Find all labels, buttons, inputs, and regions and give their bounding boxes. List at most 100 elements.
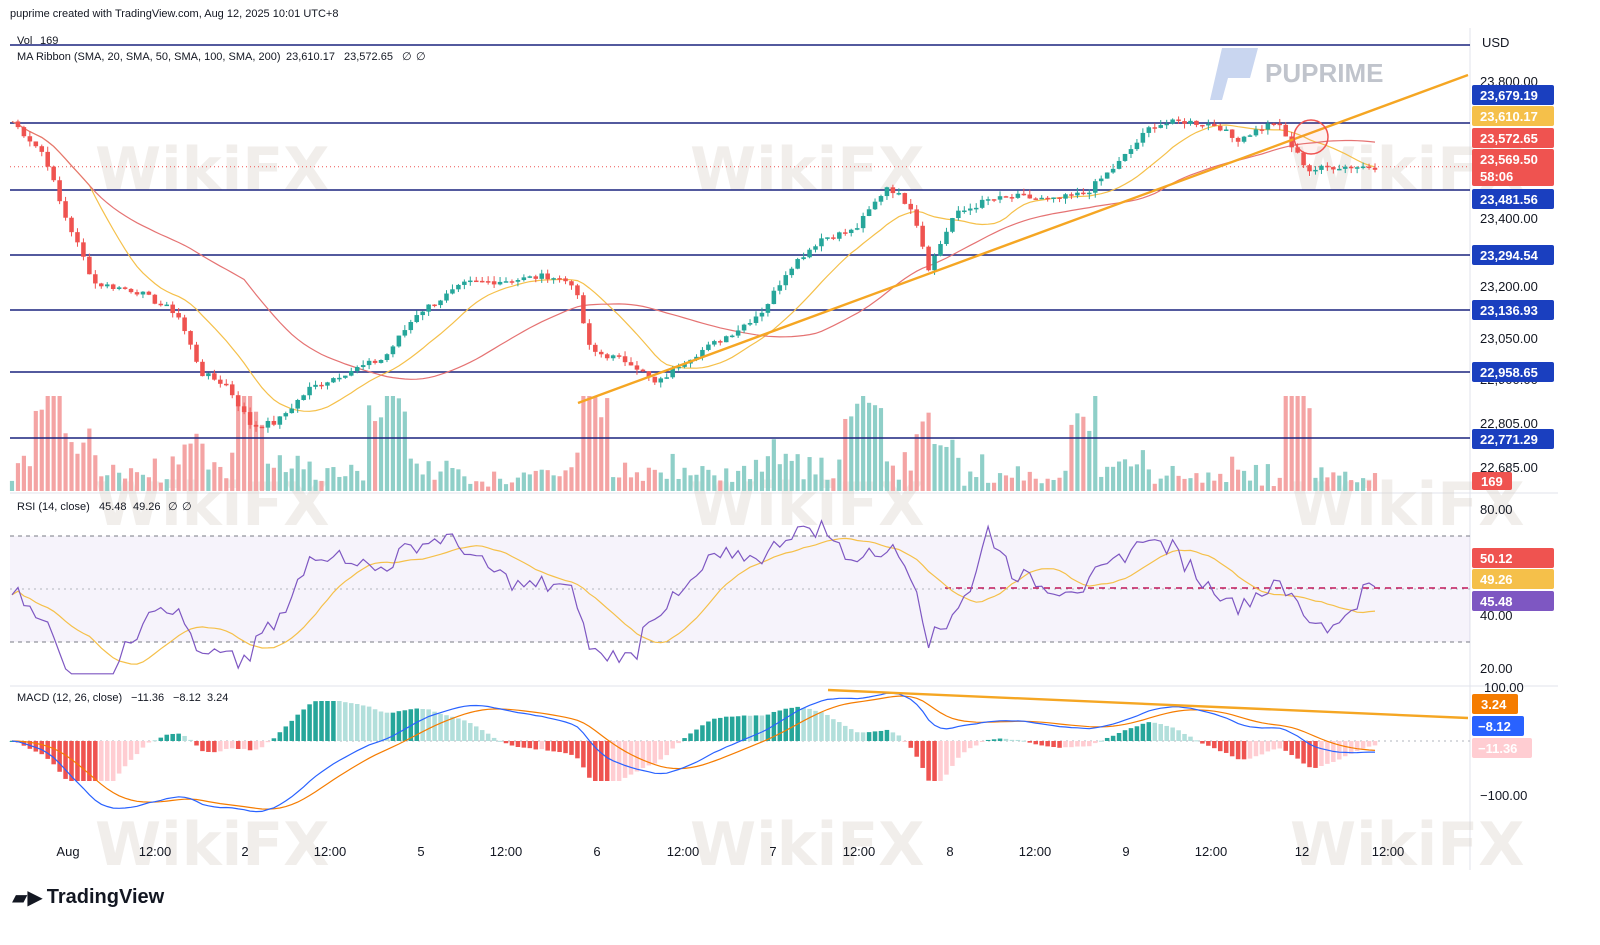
level-badge-bg	[1472, 189, 1554, 209]
candle	[93, 270, 98, 289]
candle-body	[1331, 167, 1336, 170]
volume-bar	[1003, 475, 1009, 491]
candle-body	[218, 379, 223, 384]
macd-histogram-bar	[200, 741, 205, 752]
candle	[1366, 163, 1372, 170]
macd-histogram-bar	[908, 741, 914, 748]
macd-tick: −100.00	[1480, 788, 1527, 803]
volume-bar	[1230, 456, 1235, 491]
volume-bar	[1116, 461, 1122, 491]
macd-histogram-bar	[295, 714, 300, 741]
candle	[718, 339, 723, 346]
volume-bar	[718, 480, 723, 491]
macd-histogram-bar	[539, 741, 544, 750]
volume-badge-bg	[1472, 472, 1512, 490]
macd-histogram-bar	[1235, 741, 1241, 760]
macd-histogram-bar	[473, 726, 479, 741]
candle-body	[569, 281, 574, 286]
candle-body	[878, 196, 884, 202]
volume-bar	[712, 475, 717, 491]
candle-body	[354, 367, 360, 372]
volume-bar	[218, 466, 223, 491]
volume-bar	[605, 398, 610, 491]
candle-body	[938, 244, 943, 256]
candle	[408, 319, 414, 334]
candle-body	[1003, 196, 1009, 198]
macd-signal-badge-bg	[1472, 716, 1524, 736]
candle-body	[509, 281, 515, 283]
level-badge-text: 23,294.54	[1480, 248, 1539, 263]
candle-body	[628, 362, 634, 366]
puprime-logo-mark	[1210, 48, 1258, 100]
macd-histogram-bar	[973, 741, 979, 746]
macd-histogram-bar	[1176, 730, 1181, 741]
candle	[63, 196, 68, 221]
price-tick: 22,805.00	[1480, 416, 1538, 431]
macd-histogram-bar	[1223, 741, 1229, 753]
last-price-badge-text: 58:06	[1480, 169, 1513, 184]
macd-histogram-bar	[1217, 741, 1223, 752]
candle	[81, 238, 86, 261]
rsi-band	[10, 536, 1470, 642]
candle	[343, 375, 348, 379]
macd-histogram-bar	[360, 705, 366, 741]
candle-body	[950, 218, 955, 232]
candle-body	[771, 290, 777, 305]
candle-body	[593, 344, 598, 352]
volume-bar	[1081, 416, 1086, 491]
candle-body	[729, 335, 735, 338]
candles[interactable]	[15, 116, 1378, 433]
volume-bar	[1331, 472, 1336, 491]
macd-histogram-bar	[563, 741, 568, 754]
candle-body	[795, 259, 800, 269]
candle	[979, 195, 985, 210]
candle	[1348, 165, 1354, 174]
macd-histogram-bar	[39, 741, 45, 755]
macd-histogram-bar	[962, 741, 967, 753]
macd-histogram-bar	[598, 741, 604, 781]
candle	[1247, 134, 1253, 137]
candle-body	[563, 278, 568, 282]
macd-histogram-bar	[116, 741, 122, 774]
candle	[1182, 118, 1187, 129]
macd-histogram-bar	[628, 741, 634, 775]
candle-body	[343, 375, 348, 378]
volume-bar	[1307, 408, 1312, 491]
candle-body	[27, 136, 33, 142]
volume-bar	[1319, 467, 1324, 491]
candle-body	[527, 276, 533, 278]
macd-histogram-bar	[569, 741, 574, 755]
candle-body	[295, 399, 300, 409]
macd-histogram-bar	[354, 704, 360, 741]
candle	[884, 186, 890, 200]
candle-body	[545, 273, 550, 280]
volume-bar	[444, 460, 449, 491]
volume-bar	[1057, 477, 1062, 491]
volume-bar	[527, 474, 532, 491]
macd-histogram-bar	[1283, 741, 1288, 751]
last-price-badge: 23,569.50 58:06	[1472, 149, 1554, 186]
candle-body	[1247, 135, 1253, 137]
price-badges: 23,679.19 23,610.17 23,572.65 23,569.50 58:0…	[1472, 85, 1554, 758]
macd-histogram-bar	[771, 711, 777, 741]
legend-vol-value: 169	[40, 35, 58, 47]
macd-histogram-bar	[968, 741, 973, 749]
candle	[753, 311, 759, 326]
macd-histogram-bar	[277, 732, 283, 741]
price-tick: 23,200.00	[1480, 279, 1538, 294]
macd-histogram-bar	[128, 741, 134, 760]
candle-body	[182, 317, 187, 332]
candle	[771, 287, 777, 305]
macd-histogram-bar	[259, 741, 265, 748]
macd-histogram-bar	[462, 720, 467, 741]
volume-bar	[640, 480, 645, 491]
candle	[962, 206, 967, 214]
macd-histogram-bar	[640, 741, 646, 769]
candle	[212, 369, 217, 381]
macd-histogram-bar	[664, 741, 669, 756]
candle	[1188, 118, 1193, 126]
horizontal-levels[interactable]	[10, 44, 1470, 439]
macd-histogram-bar	[1009, 739, 1015, 741]
volume-bar	[1253, 464, 1259, 491]
